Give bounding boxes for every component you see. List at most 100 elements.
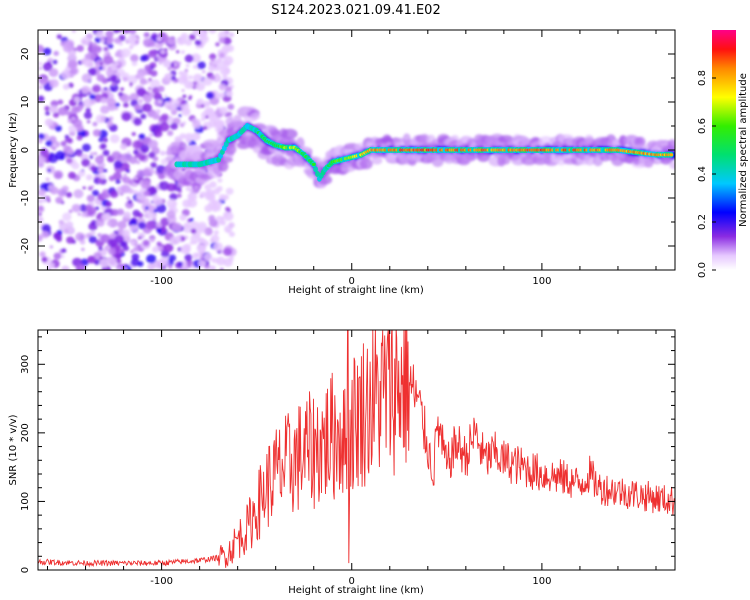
noise-speckle <box>191 132 201 141</box>
noise-speckle <box>147 263 155 270</box>
noise-speckle <box>84 59 94 68</box>
noise-speckle <box>100 143 107 150</box>
noise-speckle <box>136 71 145 80</box>
noise-speckle <box>184 253 193 262</box>
noise-speckle <box>45 177 50 182</box>
noise-speckle <box>120 87 125 91</box>
colorbar-ticks: 0.0 0.2 0.4 0.6 0.8 <box>697 70 716 278</box>
noise-speckle <box>194 39 202 46</box>
noise-speckle <box>107 43 114 49</box>
y-tick-label: -20 <box>20 238 31 254</box>
noise-speckle <box>106 221 112 226</box>
ridge-mid <box>315 171 320 177</box>
noise-speckle <box>114 106 119 111</box>
noise-speckle <box>210 234 220 243</box>
noise-speckle <box>219 267 224 270</box>
noise-speckle <box>49 245 54 249</box>
colorbar-gradient <box>712 30 736 270</box>
noise-speckle <box>223 211 234 221</box>
noise-speckle <box>218 37 226 44</box>
noise-speckle <box>219 66 231 76</box>
noise-speckle <box>75 263 86 270</box>
noise-speckle <box>65 221 74 229</box>
noise-speckle <box>117 267 122 270</box>
noise-speckle <box>68 124 77 133</box>
ridge-halo-blob <box>669 161 675 170</box>
noise-speckle <box>85 204 93 211</box>
noise-speckle <box>199 191 207 198</box>
noise-speckle <box>90 151 94 156</box>
noise-speckle <box>77 104 84 111</box>
noise-speckle <box>176 193 182 198</box>
noise-speckle <box>130 249 135 254</box>
noise-speckle <box>81 213 86 218</box>
noise-speckle <box>88 235 97 244</box>
noise-speckle <box>222 74 228 80</box>
noise-speckle <box>80 36 91 46</box>
noise-speckle <box>188 34 196 41</box>
noise-speckle <box>109 190 119 198</box>
noise-speckle <box>148 77 153 82</box>
noise-speckle <box>142 239 150 247</box>
snr-ylabel: SNR (10 * v/v) <box>8 414 19 485</box>
noise-speckle <box>229 32 235 38</box>
noise-speckle <box>132 209 141 217</box>
noise-speckle <box>89 93 96 100</box>
noise-speckle <box>137 221 146 230</box>
noise-speckle <box>98 246 103 251</box>
noise-speckle <box>65 157 73 164</box>
noise-speckle <box>92 189 100 197</box>
noise-speckle <box>203 253 213 262</box>
noise-speckle <box>160 150 166 156</box>
noise-speckle <box>213 242 224 252</box>
noise-speckle <box>102 149 110 157</box>
noise-speckle <box>184 54 194 63</box>
noise-speckle <box>211 266 216 270</box>
ridge-core <box>174 123 674 182</box>
noise-speckle <box>225 91 232 97</box>
noise-speckle <box>215 119 224 127</box>
noise-speckle <box>168 115 173 120</box>
noise-speckle <box>148 133 154 138</box>
noise-speckle <box>188 187 194 193</box>
noise-speckle <box>181 107 191 116</box>
noise-speckle <box>38 95 45 102</box>
noise-speckle <box>117 220 127 230</box>
noise-speckle <box>121 229 131 237</box>
noise-speckle <box>209 53 217 60</box>
colorbar-tick-label: 0.8 <box>697 70 708 86</box>
snr-series-line <box>38 330 675 568</box>
noise-speckle <box>73 96 81 103</box>
noise-speckle <box>200 117 206 122</box>
noise-speckle <box>164 243 174 253</box>
noise-speckle <box>67 119 72 124</box>
spectrogram-ylabel: Frequency (Hz) <box>8 112 19 188</box>
noise-speckle <box>167 66 172 71</box>
noise-speckle <box>47 184 55 191</box>
noise-speckle <box>38 66 43 70</box>
noise-speckle <box>112 171 122 181</box>
noise-speckle <box>70 67 78 75</box>
noise-speckle <box>208 219 218 228</box>
snr-panel: -100 0 100 0 100 200 300 Height of straight li… <box>8 329 676 596</box>
noise-speckle <box>201 70 206 74</box>
noise-speckle <box>130 54 139 63</box>
noise-speckle <box>225 187 234 195</box>
noise-speckle <box>94 155 105 164</box>
noise-speckle <box>113 30 120 34</box>
noise-speckle <box>39 148 50 158</box>
noise-speckle <box>190 234 201 244</box>
noise-speckle <box>53 232 61 239</box>
noise-speckle <box>120 143 128 150</box>
noise-speckle <box>190 53 201 63</box>
noise-speckle <box>129 82 133 86</box>
noise-speckle <box>84 53 91 60</box>
noise-speckle <box>111 82 116 87</box>
noise-speckle <box>114 234 124 244</box>
noise-speckle <box>92 129 102 137</box>
noise-speckle <box>98 66 103 71</box>
noise-speckle <box>182 94 187 99</box>
ridge-halo-blob <box>501 157 511 165</box>
noise-speckle <box>192 73 203 83</box>
